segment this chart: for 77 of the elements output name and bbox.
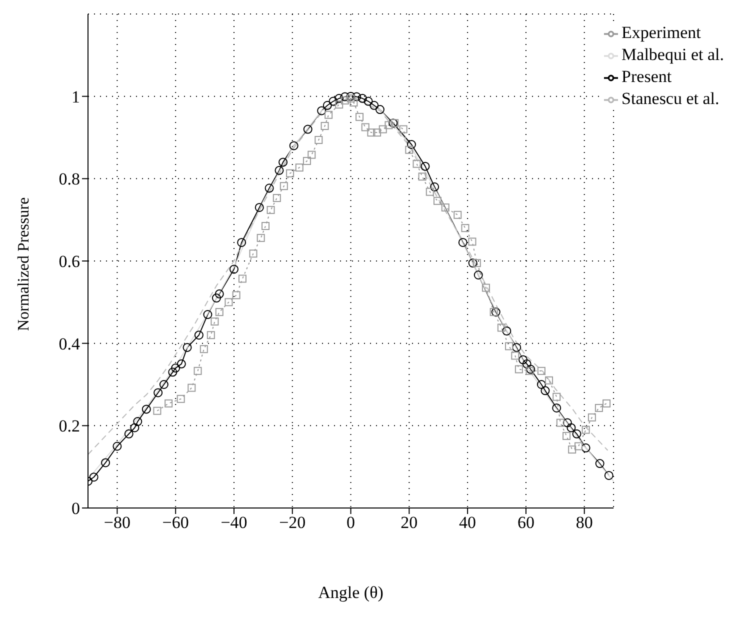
point bbox=[237, 238, 246, 247]
x-tick-label: 0 bbox=[346, 513, 356, 532]
point bbox=[328, 96, 338, 106]
point bbox=[303, 124, 312, 134]
point bbox=[407, 140, 416, 149]
point bbox=[518, 355, 528, 364]
x-tick-label: −20 bbox=[279, 513, 306, 532]
point bbox=[375, 105, 384, 114]
y-tick-label: 0.2 bbox=[58, 416, 80, 436]
legend-label: Experiment bbox=[622, 23, 701, 42]
point bbox=[274, 166, 284, 175]
point bbox=[346, 92, 356, 101]
point bbox=[595, 459, 604, 468]
point bbox=[176, 359, 186, 368]
y-tick-label: 0 bbox=[72, 499, 80, 518]
point bbox=[171, 364, 180, 373]
point bbox=[358, 94, 367, 103]
y-axis-title: Normalized Pressure bbox=[16, 197, 33, 331]
point bbox=[468, 258, 478, 268]
point bbox=[229, 264, 238, 274]
point bbox=[112, 442, 122, 451]
point bbox=[322, 100, 332, 110]
x-tick-label: −80 bbox=[104, 513, 130, 532]
point bbox=[566, 423, 576, 432]
point bbox=[168, 368, 178, 377]
legend-label: Stanescu et al. bbox=[622, 89, 720, 108]
point bbox=[430, 182, 440, 192]
point bbox=[159, 380, 168, 389]
x-tick-label: 40 bbox=[459, 513, 476, 532]
point bbox=[289, 141, 298, 150]
x-axis-title: Angle (θ) bbox=[318, 583, 384, 602]
x-tick-label: −60 bbox=[162, 513, 189, 532]
point bbox=[214, 289, 224, 298]
point bbox=[420, 162, 430, 171]
point bbox=[340, 92, 350, 102]
point bbox=[370, 100, 379, 110]
legend-label: Present bbox=[622, 67, 672, 86]
point bbox=[124, 429, 134, 438]
point bbox=[130, 423, 140, 432]
y-tick-label: 1 bbox=[72, 87, 80, 106]
point bbox=[334, 94, 344, 103]
point bbox=[474, 270, 483, 280]
point bbox=[194, 330, 204, 340]
point bbox=[278, 158, 288, 167]
point bbox=[502, 326, 512, 336]
point bbox=[604, 470, 614, 480]
point bbox=[352, 92, 362, 102]
y-tick-label: 0.4 bbox=[58, 334, 80, 354]
point bbox=[182, 342, 192, 352]
point bbox=[203, 310, 212, 320]
point bbox=[522, 359, 532, 368]
point bbox=[264, 184, 274, 193]
legend-label: Malbequi et al. bbox=[622, 45, 724, 64]
y-tick-label: 0.8 bbox=[58, 170, 80, 189]
point bbox=[89, 472, 98, 482]
x-tick-label: 20 bbox=[400, 513, 418, 532]
point bbox=[212, 294, 221, 303]
point bbox=[364, 96, 373, 106]
point bbox=[142, 404, 151, 414]
point bbox=[154, 388, 163, 398]
x-tick-label: 80 bbox=[576, 513, 593, 532]
point bbox=[581, 443, 590, 452]
point bbox=[536, 380, 546, 389]
y-tick-label: 0.6 bbox=[58, 252, 80, 272]
x-tick-label: 60 bbox=[517, 513, 534, 532]
point bbox=[133, 417, 142, 426]
point bbox=[562, 418, 572, 428]
point bbox=[491, 308, 500, 317]
x-tick-label: −40 bbox=[220, 513, 248, 532]
point bbox=[540, 386, 550, 396]
point bbox=[317, 106, 326, 116]
point bbox=[458, 238, 468, 247]
point bbox=[254, 202, 264, 212]
point bbox=[572, 429, 582, 438]
point bbox=[552, 403, 562, 412]
point bbox=[101, 458, 110, 468]
point bbox=[512, 342, 522, 352]
